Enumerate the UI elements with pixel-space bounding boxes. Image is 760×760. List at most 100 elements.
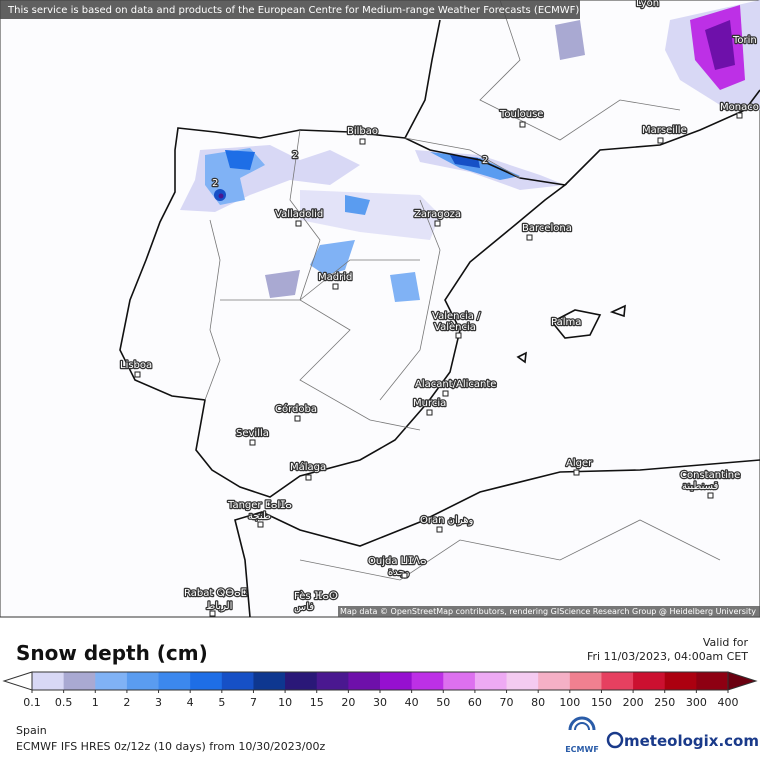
city: Sevilla [236, 428, 269, 439]
colorbar-segment [285, 672, 318, 690]
city-marker [573, 469, 580, 476]
colorbar-label: 300 [686, 696, 707, 709]
colorbar-label: 30 [373, 696, 387, 709]
city: الرباط [206, 601, 232, 612]
attribution: Map data © OpenStreetMap contributors, r… [340, 607, 756, 616]
colorbar-label: 250 [654, 696, 675, 709]
colorbar-segment [253, 672, 286, 690]
borders [204, 0, 721, 581]
city-marker [257, 521, 264, 528]
colorbar-segment [538, 672, 571, 690]
attribution-bg [338, 606, 760, 617]
valid-time: Fri 11/03/2023, 04:00am CET [587, 650, 748, 663]
colorbar-above [727, 671, 758, 691]
colorbar-label: 5 [218, 696, 225, 709]
city: Bilbao [347, 126, 378, 137]
colorbar-label: 15 [310, 696, 324, 709]
city: Córdoba [275, 403, 317, 415]
coastline [119, 127, 567, 498]
city: Lisboa [120, 360, 152, 371]
banner: This service is based on data and produc… [7, 5, 579, 16]
city-marker [707, 492, 714, 499]
city: Murcia [413, 398, 446, 409]
city-marker [249, 439, 256, 446]
city: Monaco [720, 102, 759, 113]
city-marker [526, 234, 533, 241]
city-marker [332, 283, 339, 290]
city: طنجة [248, 511, 271, 522]
colorbar-segment [126, 672, 160, 690]
colorbar-label: 4 [187, 696, 194, 709]
city: Valladolid [275, 209, 323, 220]
ecmwf-text: ECMWF [565, 745, 599, 754]
city-marker [401, 572, 408, 579]
colorbar-segment [601, 672, 634, 690]
city: Rabat ⵕⴱⴰⵟ [184, 588, 247, 599]
city-marker [519, 121, 526, 128]
colorbar-segment [696, 672, 729, 690]
contour-label: 2 [292, 150, 298, 161]
ecmwf-logo: ECMWF [565, 716, 599, 754]
colorbar-segment [506, 672, 539, 690]
city: Lyon [636, 0, 659, 9]
map [0, 0, 760, 618]
colorbar-label: 80 [531, 696, 545, 709]
city: Zaragoza [414, 209, 461, 220]
city: Constantine [680, 470, 740, 481]
colorbar-segment [348, 672, 381, 690]
legend-title: Snow depth (cm) [16, 641, 208, 665]
city-marker [442, 390, 449, 397]
colorbar-segment [190, 672, 223, 690]
city: Toulouse [499, 109, 543, 120]
colorbar-label: 0.5 [55, 696, 73, 709]
colorbar-segment [63, 672, 96, 690]
coastline-africa [234, 459, 760, 618]
colorbar-segment [443, 672, 476, 690]
city-marker [426, 409, 433, 416]
contour-label: 2 [212, 178, 218, 189]
snow [180, 0, 760, 302]
colorbar-segment [664, 672, 697, 690]
city-marker [434, 220, 441, 227]
colorbar-label: 400 [718, 696, 739, 709]
colorbar-label: 3 [155, 696, 162, 709]
city-marker [736, 112, 743, 119]
colorbar-label: 7 [250, 696, 257, 709]
footer-model: ECMWF IFS HRES 0z/12z (10 days) from 10/… [16, 740, 326, 753]
colorbar-segment [474, 672, 508, 690]
city: Tanger ⵟⴰⵏⵊⴰ [227, 500, 292, 511]
city: Oujda ⵡⵊⴷⴰ [368, 556, 427, 567]
city: Málaga [290, 461, 326, 473]
colorbar-label: 0.1 [23, 696, 41, 709]
city-marker [209, 610, 216, 617]
city: Barcelona [522, 223, 572, 234]
city: Madrid [318, 272, 352, 283]
city: Fès ⴼⴰⵙ [294, 590, 338, 602]
colorbar-label: 150 [591, 696, 612, 709]
city: Oran وهران [420, 515, 474, 526]
city: Palma [551, 317, 581, 328]
colorbar-label: 200 [623, 696, 644, 709]
mallorca [516, 304, 626, 364]
city-marker [295, 220, 302, 227]
city: Marseille [642, 125, 687, 136]
valid-label: Valid for [703, 636, 749, 649]
city: Alacant/Alicante [415, 379, 496, 390]
colorbar-segment [633, 672, 666, 690]
footer-region: Spain [16, 724, 47, 737]
colorbar-segment [569, 672, 602, 690]
colorbar-label: 40 [405, 696, 419, 709]
colorbar-label: 70 [500, 696, 514, 709]
colorbar-segment [32, 672, 65, 690]
colorbar-label: 1 [92, 696, 99, 709]
city-marker [305, 474, 312, 481]
city-marker [657, 137, 664, 144]
colorbar-below [2, 671, 33, 691]
city-marker [294, 415, 301, 422]
contour-label: 2 [482, 155, 488, 166]
colorbar-label: 2 [123, 696, 130, 709]
colorbar-label: 10 [278, 696, 292, 709]
city: Valencia / [432, 311, 481, 322]
city: Torin [732, 35, 757, 46]
